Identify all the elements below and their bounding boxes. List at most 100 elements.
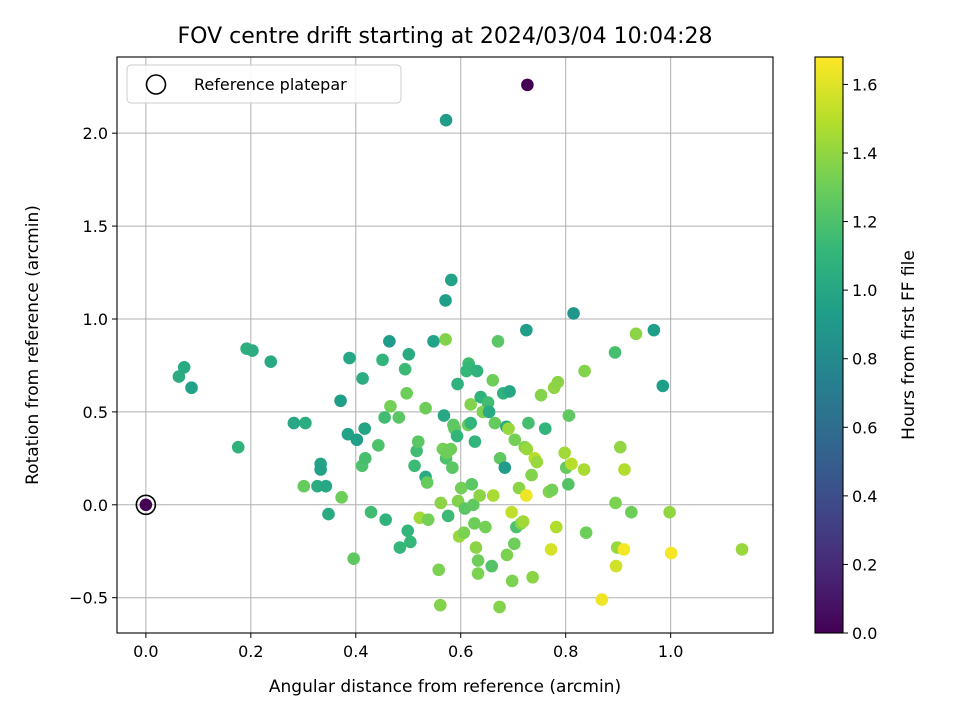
data-point (444, 273, 458, 287)
y-axis-label: Rotation from reference (arcmin) (23, 205, 43, 485)
data-point (444, 442, 458, 456)
data-point (520, 442, 534, 456)
colorbar-tick-label: 1.2 (852, 213, 877, 232)
y-tick-label: 1.5 (83, 217, 108, 236)
data-point (376, 353, 389, 367)
data-point (613, 440, 627, 454)
legend-box (126, 64, 402, 104)
data-point (544, 543, 558, 556)
data-point (609, 496, 622, 510)
data-point (473, 489, 486, 502)
y-axis-ticks: −0.5 0.0 0.5 1.0 1.5 2.0 (69, 124, 117, 608)
colorbar-label: Hours from first FF file (899, 250, 919, 440)
x-tick-label: 0.4 (343, 642, 368, 661)
data-point (378, 411, 391, 424)
data-point (625, 505, 638, 519)
colorbar-ticks: 0.0 0.2 0.4 0.6 0.8 1.0 1.2 1.4 1.6 (843, 75, 877, 643)
data-point (467, 498, 480, 512)
data-point (441, 509, 455, 523)
data-point (264, 355, 278, 369)
data-point (503, 385, 516, 398)
data-point (565, 457, 578, 471)
data-point (629, 327, 643, 341)
data-point (470, 364, 484, 378)
data-point (522, 416, 535, 430)
data-point (468, 517, 481, 530)
data-point (486, 489, 500, 502)
colorbar-tick-label: 0.6 (852, 418, 877, 437)
data-point (549, 520, 563, 534)
data-point (578, 364, 591, 378)
data-point (439, 294, 452, 307)
data-point (664, 546, 678, 560)
data-point (231, 440, 245, 454)
data-point (439, 333, 452, 346)
data-point (172, 370, 186, 383)
x-tick-label: 1.0 (658, 642, 683, 661)
data-point (454, 481, 468, 495)
data-point (526, 570, 539, 584)
data-point (485, 559, 499, 573)
data-point (562, 478, 575, 491)
data-point (502, 422, 515, 435)
data-point (656, 379, 670, 393)
data-point (647, 323, 661, 337)
data-point (491, 334, 505, 348)
colorbar-tick-label: 1.0 (852, 281, 877, 300)
data-point (343, 351, 356, 365)
data-point (432, 563, 446, 577)
reference-platepar-marker (135, 494, 157, 516)
data-point (534, 388, 548, 402)
data-point (493, 452, 507, 465)
data-point (334, 394, 347, 408)
data-point (392, 411, 406, 424)
colorbar-tick-label: 0.2 (852, 555, 877, 574)
data-point (139, 498, 153, 512)
colorbar-frame (814, 56, 844, 634)
data-point (379, 513, 392, 526)
data-point (735, 543, 749, 556)
data-point (617, 543, 631, 556)
x-tick-label: 0.8 (553, 642, 578, 661)
data-point (408, 459, 421, 473)
data-point (530, 455, 544, 469)
data-point (439, 113, 453, 127)
data-point (319, 479, 333, 493)
data-point (545, 483, 559, 497)
data-point (299, 416, 312, 430)
data-point (314, 463, 327, 476)
data-point (500, 548, 514, 562)
data-point (393, 541, 407, 554)
y-tick-label: 0.0 (83, 496, 108, 515)
data-point (618, 463, 631, 476)
data-point (579, 526, 593, 539)
data-point (434, 496, 448, 510)
data-point (498, 461, 512, 474)
data-point (471, 554, 485, 567)
colorbar-tick-label: 1.4 (852, 144, 877, 163)
data-point (507, 537, 521, 551)
data-point (410, 444, 423, 458)
data-point (608, 346, 622, 359)
colorbar-tick-label: 1.6 (852, 75, 877, 94)
data-point (350, 433, 364, 447)
data-point (451, 377, 464, 391)
data-point (177, 360, 191, 374)
data-point (402, 347, 416, 361)
data-point (525, 468, 538, 482)
data-points (139, 78, 749, 614)
data-point (520, 323, 533, 337)
data-point (364, 505, 378, 519)
data-point (420, 476, 434, 489)
data-point (356, 372, 369, 385)
data-point (471, 567, 485, 580)
data-point (322, 507, 335, 521)
data-point (558, 446, 571, 460)
data-point (358, 422, 372, 435)
data-point (521, 78, 534, 92)
x-tick-label: 0.2 (238, 642, 263, 661)
data-point (481, 396, 495, 409)
legend: Reference platepar (126, 64, 402, 104)
colorbar-tick-label: 0.0 (852, 624, 877, 643)
